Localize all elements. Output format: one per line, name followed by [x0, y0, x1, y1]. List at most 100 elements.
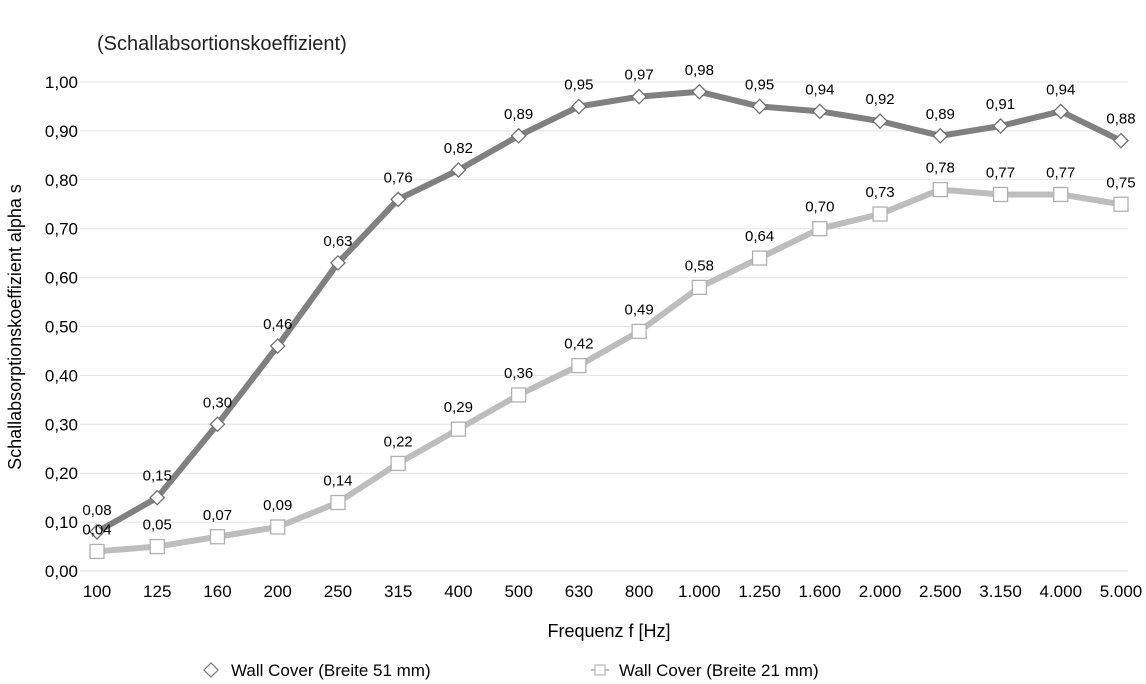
x-tick-label: 4.000 [1039, 582, 1082, 601]
data-point-square [992, 186, 1009, 203]
data-point-diamond [149, 489, 166, 506]
data-label: 0,29 [444, 399, 473, 416]
x-tick-label: 630 [565, 582, 593, 601]
data-label: 0,15 [143, 468, 172, 485]
data-point-square [691, 279, 708, 296]
data-point-square [751, 250, 768, 266]
data-label: 0,30 [203, 394, 232, 411]
series-line-2 [94, 186, 1124, 555]
data-label: 0,92 [865, 91, 894, 108]
legend-item-series-1: Wall Cover (Breite 51 mm) [203, 661, 431, 680]
data-label: 0,77 [986, 164, 1015, 181]
data-label: 0,09 [263, 497, 292, 514]
data-point-square [149, 538, 165, 555]
x-tick-label: 3.150 [979, 582, 1022, 601]
data-label: 0,14 [323, 473, 352, 490]
data-label: 0,22 [384, 433, 413, 450]
chart-title: (Schallabsortionskoeffizient) [97, 33, 347, 55]
y-tick-label: 0,40 [45, 366, 78, 385]
data-label: 0,63 [323, 233, 352, 250]
gridlines [80, 81, 1128, 572]
y-tick-label: 0,80 [45, 171, 78, 190]
x-tick-label: 125 [143, 582, 171, 601]
data-point-square [89, 543, 105, 560]
y-tick-label: 1,00 [45, 73, 78, 92]
data-point-diamond [570, 98, 587, 115]
data-label: 0,58 [685, 257, 714, 274]
data-point-diamond [1052, 103, 1069, 120]
y-tick-label: 0,70 [45, 220, 78, 239]
y-tick-label: 0,20 [45, 464, 78, 483]
data-label: 0,95 [564, 76, 593, 93]
x-tick-label: 500 [504, 582, 532, 601]
data-label: 0,07 [203, 507, 232, 524]
x-tick-label: 2.000 [859, 582, 902, 601]
data-point-diamond [691, 83, 708, 100]
data-label: 0,64 [745, 228, 774, 245]
data-point-square [631, 323, 647, 340]
data-point-diamond [631, 88, 648, 105]
x-tick-label: 160 [203, 582, 231, 601]
x-tick-label: 1.000 [678, 582, 721, 601]
data-point-square [1053, 186, 1069, 203]
data-label: 0,76 [384, 169, 413, 186]
data-label: 0,88 [1106, 111, 1135, 128]
data-label: 0,91 [986, 96, 1015, 113]
data-label: 0,89 [926, 106, 955, 123]
data-point-diamond [510, 127, 527, 144]
x-tick-label: 2.500 [919, 582, 962, 601]
series-layer [89, 83, 1129, 560]
data-point-diamond [390, 191, 407, 208]
y-tick-label: 0,60 [45, 269, 78, 288]
data-label: 0,04 [82, 521, 111, 538]
data-point-square [330, 494, 346, 511]
data-point-square [209, 529, 226, 545]
data-point-diamond [89, 523, 105, 540]
data-label: 0,94 [805, 81, 834, 98]
y-tick-label: 0,10 [45, 513, 78, 532]
series-line-1 [94, 88, 1124, 535]
legend-marker-diamond [203, 662, 219, 678]
x-tick-label: 1.600 [799, 582, 842, 601]
y-tick-label: 0,00 [45, 562, 78, 581]
data-point-diamond [209, 416, 226, 433]
x-tick-label: 800 [625, 582, 653, 601]
data-label: 0,73 [865, 184, 894, 201]
y-axis-ticks: 0,00 0,10 0,20 0,30 0,40 0,50 0,60 0,70 0,80 0,90… [45, 73, 78, 581]
data-label: 0,05 [143, 517, 172, 534]
data-point-square [270, 519, 286, 535]
data-point-square [1113, 196, 1129, 212]
data-point-diamond [932, 127, 949, 144]
data-label: 0,70 [805, 199, 834, 216]
data-labels: 0,08 0,15 0,30 0,46 0,63 0,76 0,82 0,89 0,95 0,97… [82, 62, 1135, 539]
data-point-square [510, 387, 527, 403]
legend: Wall Cover (Breite 51 mm) Wall Cover (Br… [203, 661, 819, 680]
data-label: 0,36 [504, 365, 533, 382]
x-tick-label: 400 [444, 582, 472, 601]
x-tick-label: 5.000 [1100, 582, 1143, 601]
data-point-diamond [269, 338, 286, 355]
data-point-diamond [751, 98, 768, 115]
legend-marker-square [594, 664, 606, 676]
legend-label-series-2: Wall Cover (Breite 21 mm) [619, 661, 819, 680]
x-axis-ticks: 100 125 160 200 250 315 400 500 630 800 1.000 1.250… [83, 582, 1142, 601]
data-point-diamond [1113, 132, 1129, 149]
data-point-square [390, 455, 406, 472]
data-point-square [872, 206, 888, 222]
data-label: 0,77 [1046, 164, 1075, 181]
data-label: 0,46 [263, 316, 292, 333]
x-tick-label: 315 [384, 582, 412, 601]
data-label: 0,95 [745, 76, 774, 93]
x-tick-label: 200 [264, 582, 292, 601]
y-tick-label: 0,90 [45, 122, 78, 141]
x-tick-label: 250 [324, 582, 352, 601]
data-point-square [932, 181, 948, 198]
legend-label-series-1: Wall Cover (Breite 51 mm) [231, 661, 431, 680]
data-point-diamond [329, 254, 346, 271]
y-tick-label: 0,50 [45, 318, 78, 337]
data-point-diamond [450, 162, 467, 179]
data-label: 0,89 [504, 106, 533, 123]
data-label: 0,78 [926, 160, 955, 177]
data-point-square [812, 221, 828, 237]
y-tick-label: 0,30 [45, 415, 78, 434]
